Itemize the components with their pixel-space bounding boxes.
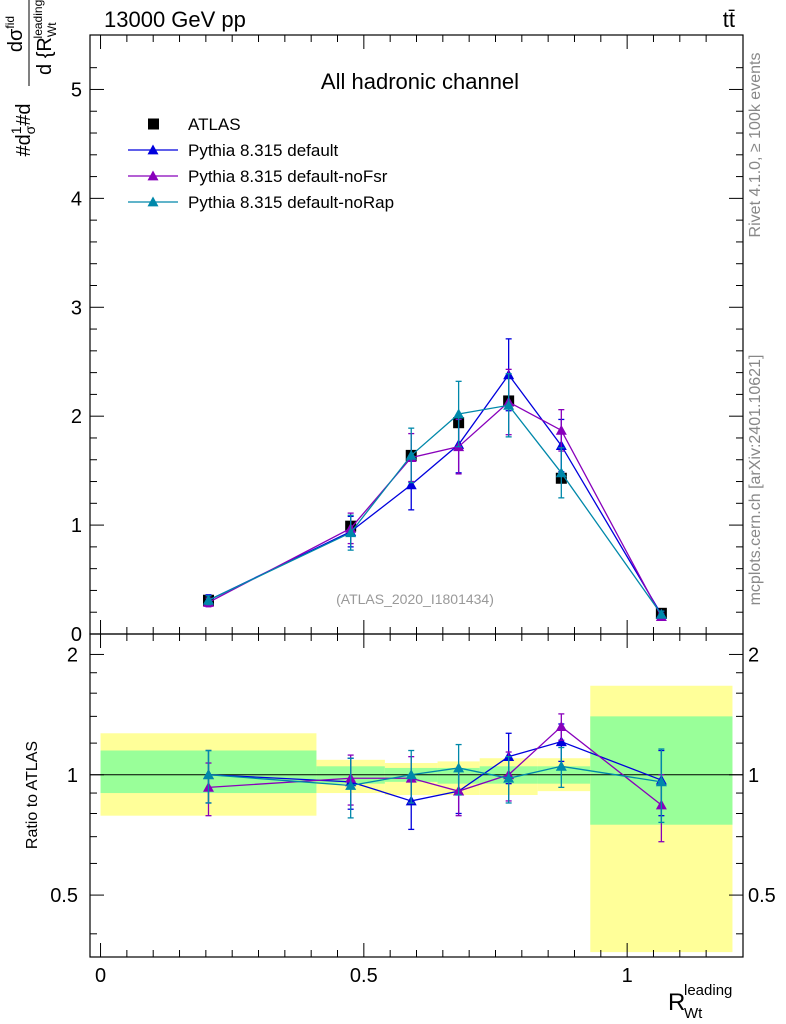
axes-layer: 0 1 2 3 4 5 0 0.5 1 0.5 0.5 1 1 2 2 bbox=[50, 34, 776, 987]
main-title: All hadronic channel bbox=[321, 69, 519, 94]
legend-entry: Pythia 8.315 default-noRap bbox=[188, 193, 394, 212]
legend-marker bbox=[147, 170, 159, 181]
main-y-tick-label: 4 bbox=[71, 188, 82, 210]
series-line bbox=[208, 404, 662, 615]
ratio-y-tick-label: 2 bbox=[67, 644, 78, 666]
main-data-layer bbox=[202, 338, 667, 621]
ratio-data-point bbox=[555, 760, 567, 771]
ratio-data-point bbox=[555, 721, 567, 731]
ratio-data-point bbox=[555, 736, 567, 747]
legend-entry: Pythia 8.315 default bbox=[188, 141, 339, 160]
ratio-y-tick-label-right: 2 bbox=[748, 644, 759, 666]
collision-energy-label: 13000 GeV pp bbox=[104, 7, 246, 32]
ratio-data-point bbox=[345, 780, 357, 790]
svg-text:dσfid: dσfid bbox=[3, 16, 27, 52]
mcplots-label: mcplots.cern.ch [arXiv:2401.10621] bbox=[747, 355, 764, 606]
mc-data-point bbox=[202, 594, 214, 605]
legend-marker bbox=[147, 196, 159, 207]
mc-data-point bbox=[503, 399, 515, 410]
mc-data-point bbox=[453, 408, 465, 419]
svg-text:#d1σ#d: #d1σ#d bbox=[8, 104, 38, 157]
ratio-data-point bbox=[655, 776, 667, 787]
main-y-tick-label: 1 bbox=[71, 515, 82, 537]
ratio-data-point bbox=[405, 769, 417, 780]
legend-marker bbox=[148, 118, 159, 130]
svg-text:R: R bbox=[668, 989, 685, 1016]
x-tick-label: 1 bbox=[622, 965, 633, 987]
main-y-tick-label: 0 bbox=[71, 624, 82, 646]
ratio-data-point bbox=[202, 769, 214, 780]
main-y-tick-label: 5 bbox=[71, 79, 82, 101]
mc-data-point bbox=[405, 449, 417, 460]
svg-text:leading: leading bbox=[684, 982, 732, 999]
analysis-label: (ATLAS_2020_I1801434) bbox=[336, 591, 494, 607]
x-tick-label: 0.5 bbox=[350, 965, 378, 987]
ratio-y-tick-label: 0.5 bbox=[50, 885, 78, 907]
legend-entry: Pythia 8.315 default-noFsr bbox=[188, 167, 388, 186]
main-y-axis-label: #d1σ#d dσfid d {RWtleading} bbox=[3, 0, 59, 156]
ratio-data-layer bbox=[90, 685, 743, 953]
ratio-y-tick-label: 1 bbox=[67, 765, 78, 787]
process-label: tt̄ bbox=[723, 7, 735, 32]
mc-data-point bbox=[345, 527, 357, 538]
ratio-y-axis-label: Ratio to ATLAS bbox=[24, 741, 41, 849]
main-y-tick-label: 3 bbox=[71, 297, 82, 319]
mc-data-point bbox=[405, 479, 417, 490]
legend-marker bbox=[147, 144, 159, 155]
svg-text:d {RWtleading}: d {RWtleading} bbox=[31, 0, 59, 75]
ratio-data-point bbox=[503, 772, 515, 783]
legend-entry: ATLAS bbox=[188, 115, 241, 134]
x-tick-label: 0 bbox=[95, 965, 106, 987]
ratio-y-tick-label-right: 1 bbox=[748, 765, 759, 787]
mc-data-point bbox=[555, 424, 567, 435]
svg-text:Wt: Wt bbox=[684, 1005, 703, 1022]
ratio-y-tick-label-right: 0.5 bbox=[748, 885, 776, 907]
rivet-version-label: Rivet 4.1.0, ≥ 100k events bbox=[747, 53, 764, 238]
x-axis-label: R Wt leading bbox=[668, 982, 732, 1022]
legend: ATLAS Pythia 8.315 default Pythia 8.315 de… bbox=[128, 115, 394, 212]
mc-data-point bbox=[655, 608, 667, 619]
ratio-data-point bbox=[453, 762, 465, 773]
series-line bbox=[208, 373, 662, 615]
mc-data-point bbox=[555, 467, 567, 478]
main-y-tick-label: 2 bbox=[71, 406, 82, 428]
